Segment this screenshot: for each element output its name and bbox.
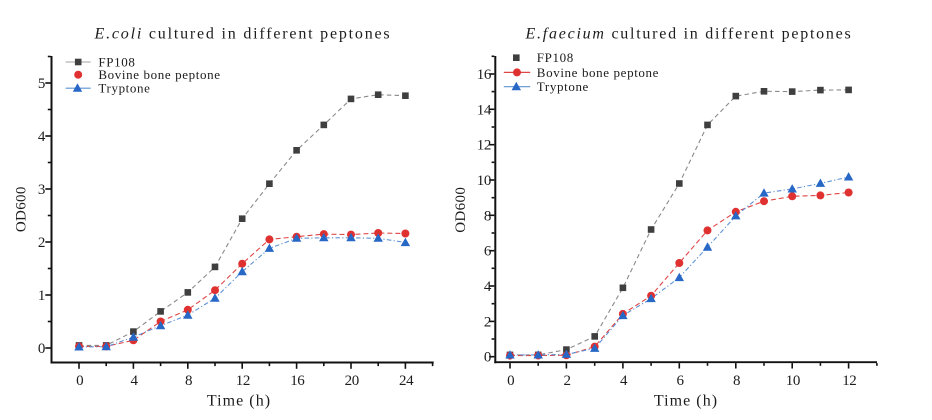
svg-text:0: 0 xyxy=(76,373,83,389)
svg-text:5: 5 xyxy=(38,76,45,92)
svg-text:6: 6 xyxy=(484,244,492,260)
svg-text:16: 16 xyxy=(290,373,305,389)
svg-text:OD600: OD600 xyxy=(14,186,30,232)
svg-text:Bovine bone peptone: Bovine bone peptone xyxy=(98,67,220,82)
svg-text:OD600: OD600 xyxy=(453,187,469,233)
svg-text:4: 4 xyxy=(620,373,628,389)
svg-text:Tryptone: Tryptone xyxy=(98,81,150,96)
svg-text:8: 8 xyxy=(484,208,491,224)
svg-text:12: 12 xyxy=(477,138,491,154)
svg-text:20: 20 xyxy=(345,373,359,389)
svg-text:2: 2 xyxy=(484,314,491,330)
svg-text:E.coli cultured in different p: E.coli cultured in different peptones xyxy=(94,26,392,43)
svg-text:12: 12 xyxy=(236,373,250,389)
svg-text:4: 4 xyxy=(484,279,492,295)
svg-text:10: 10 xyxy=(477,173,491,189)
svg-text:24: 24 xyxy=(399,373,414,389)
svg-text:Tryptone: Tryptone xyxy=(537,79,589,94)
svg-text:FP108: FP108 xyxy=(98,54,135,69)
svg-text:3: 3 xyxy=(38,182,45,198)
svg-text:Time (h): Time (h) xyxy=(654,393,718,410)
svg-text:2: 2 xyxy=(564,373,571,389)
svg-text:1: 1 xyxy=(38,288,45,304)
svg-text:Bovine bone peptone: Bovine bone peptone xyxy=(537,65,659,80)
svg-text:12: 12 xyxy=(842,373,856,389)
svg-text:FP108: FP108 xyxy=(537,50,574,65)
svg-text:0: 0 xyxy=(484,350,491,366)
svg-text:8: 8 xyxy=(185,373,192,389)
svg-text:4: 4 xyxy=(131,373,139,389)
svg-text:6: 6 xyxy=(676,373,684,389)
svg-text:14: 14 xyxy=(477,102,492,118)
svg-text:0: 0 xyxy=(38,341,45,357)
svg-text:0: 0 xyxy=(507,373,514,389)
svg-text:Time (h): Time (h) xyxy=(207,393,271,410)
svg-text:16: 16 xyxy=(477,67,492,83)
svg-text:2: 2 xyxy=(38,235,45,251)
svg-text:E.faecium cultured in differen: E.faecium cultured in different peptones xyxy=(525,26,853,43)
svg-text:10: 10 xyxy=(786,373,800,389)
svg-text:8: 8 xyxy=(733,373,740,389)
svg-text:4: 4 xyxy=(38,129,46,145)
